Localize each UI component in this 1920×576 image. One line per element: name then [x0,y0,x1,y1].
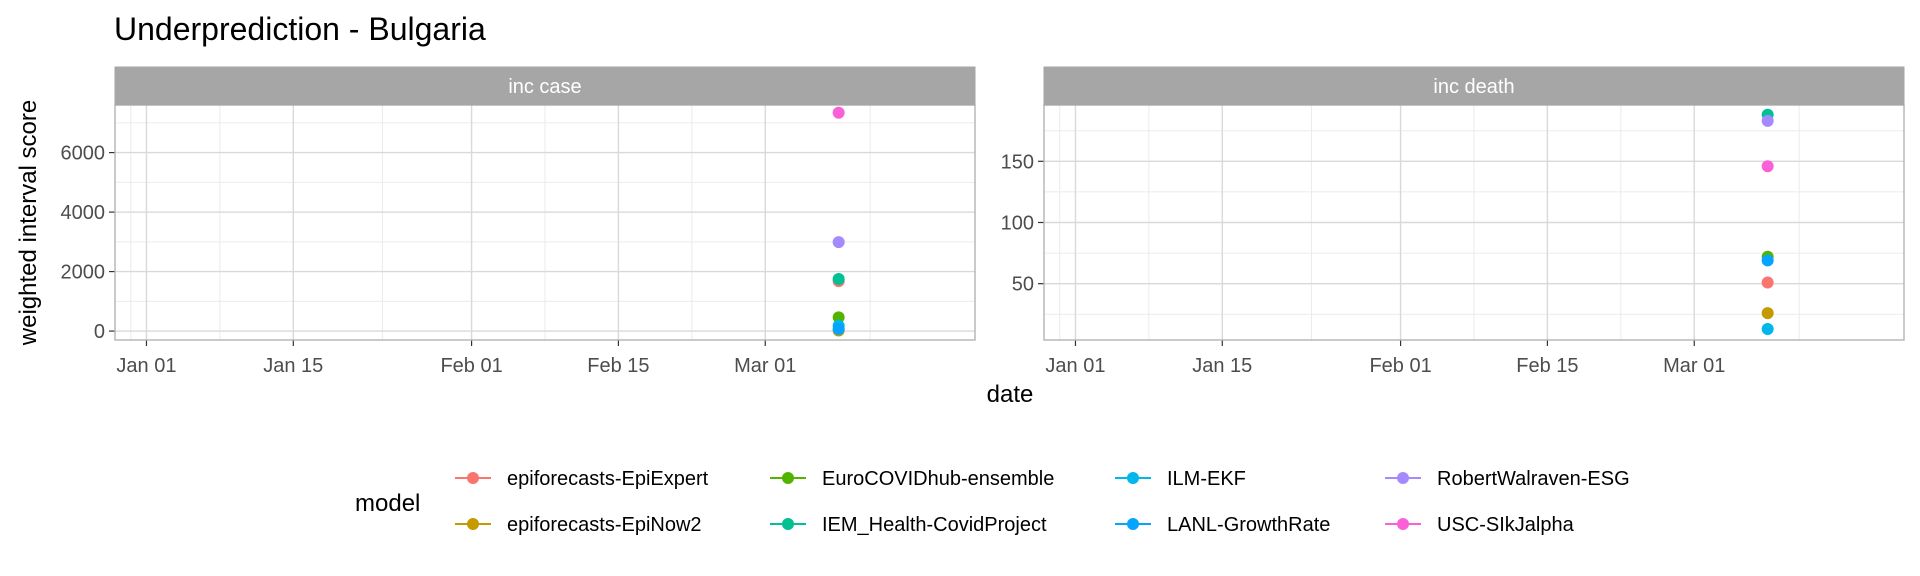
x-tick-label: Jan 15 [1192,355,1252,377]
y-tick-label: 0 [94,321,105,343]
data-point-epiforecasts-EpiNow2 [1761,307,1774,320]
legend-key-point [1127,472,1139,484]
legend-key-point [782,472,794,484]
data-point-IEM_Health-CovidProject [832,273,845,286]
facet-panel-inc-case: Jan 01 Jan 15 Feb 01 Feb 15 Mar 01 0 2000 4000 6… [61,66,976,377]
y-axis-title: weighted interval score [15,100,42,346]
data-point-ILM-EKF [1761,322,1774,335]
legend-label: EuroCOVIDhub-ensemble [822,468,1054,490]
plot-title: Underprediction - Bulgaria [114,11,486,47]
data-point-LANL-GrowthRate [832,322,845,335]
legend-entry-RobertWalraven-ESG: RobertWalraven-ESG [1385,468,1630,490]
legend-label: USC-SIkJalpha [1437,514,1575,536]
data-point-RobertWalraven-ESG [832,236,845,249]
facet-strip [114,66,976,106]
legend-label: RobertWalraven-ESG [1437,468,1630,490]
facet-panel-inc-death: Jan 01 Jan 15 Feb 01 Feb 15 Mar 01 50 100 150 in… [1001,66,1905,377]
legend-label: epiforecasts-EpiExpert [507,468,709,490]
legend-key-point [1397,518,1409,530]
legend-entry-epiforecasts-EpiExpert: epiforecasts-EpiExpert [455,468,709,490]
x-tick-label: Jan 15 [263,355,323,377]
data-point-LANL-GrowthRate [1761,254,1774,267]
y-tick-label: 150 [1001,151,1034,173]
legend-entry-epiforecasts-EpiNow2: epiforecasts-EpiNow2 [455,514,702,536]
legend-label: IEM_Health-CovidProject [822,514,1047,536]
facet-panels: Jan 01 Jan 15 Feb 01 Feb 15 Mar 01 0 2000 4000 6… [61,66,1905,377]
legend-key-point [1397,472,1409,484]
x-tick-label: Jan 01 [1045,355,1105,377]
y-tick-label: 6000 [61,143,106,165]
legend-entry-ILM-EKF: ILM-EKF [1115,468,1246,490]
y-tick-label: 100 [1001,213,1034,235]
x-tick-label: Feb 15 [587,355,649,377]
legend-title: model [355,490,420,517]
legend-key-point [467,518,479,530]
legend-entry-IEM_Health-CovidProject: IEM_Health-CovidProject [770,514,1047,536]
y-tick-label: 50 [1012,274,1034,296]
legend-label: epiforecasts-EpiNow2 [507,514,702,536]
x-tick-label: Jan 01 [116,355,176,377]
data-point-RobertWalraven-ESG [1761,114,1774,127]
legend-label: LANL-GrowthRate [1167,514,1330,536]
y-tick-label: 2000 [61,262,106,284]
data-point-USC-SIkJalpha [1761,160,1774,173]
data-point-USC-SIkJalpha [832,106,845,119]
legend: model epiforecasts-EpiExpert epiforecasts… [355,468,1630,536]
legend-entry-USC-SIkJalpha: USC-SIkJalpha [1385,514,1575,536]
x-tick-label: Mar 01 [734,355,796,377]
y-tick-label: 4000 [61,202,106,224]
x-tick-label: Feb 01 [440,355,502,377]
data-point-epiforecasts-EpiExpert [1761,276,1774,289]
legend-key-point [782,518,794,530]
facet-strip-label: inc case [508,76,581,98]
legend-key-point [467,472,479,484]
legend-label: ILM-EKF [1167,468,1246,490]
x-axis-title: date [987,381,1034,408]
facet-strip-label: inc death [1433,76,1514,98]
x-tick-label: Mar 01 [1663,355,1725,377]
legend-entry-LANL-GrowthRate: LANL-GrowthRate [1115,514,1330,536]
x-tick-label: Feb 01 [1369,355,1431,377]
legend-key-point [1127,518,1139,530]
legend-entry-EuroCOVIDhub-ensemble: EuroCOVIDhub-ensemble [770,468,1054,490]
facet-strip [1043,66,1905,106]
data-point-EuroCOVIDhub-ensemble [832,311,845,324]
x-tick-label: Feb 15 [1516,355,1578,377]
